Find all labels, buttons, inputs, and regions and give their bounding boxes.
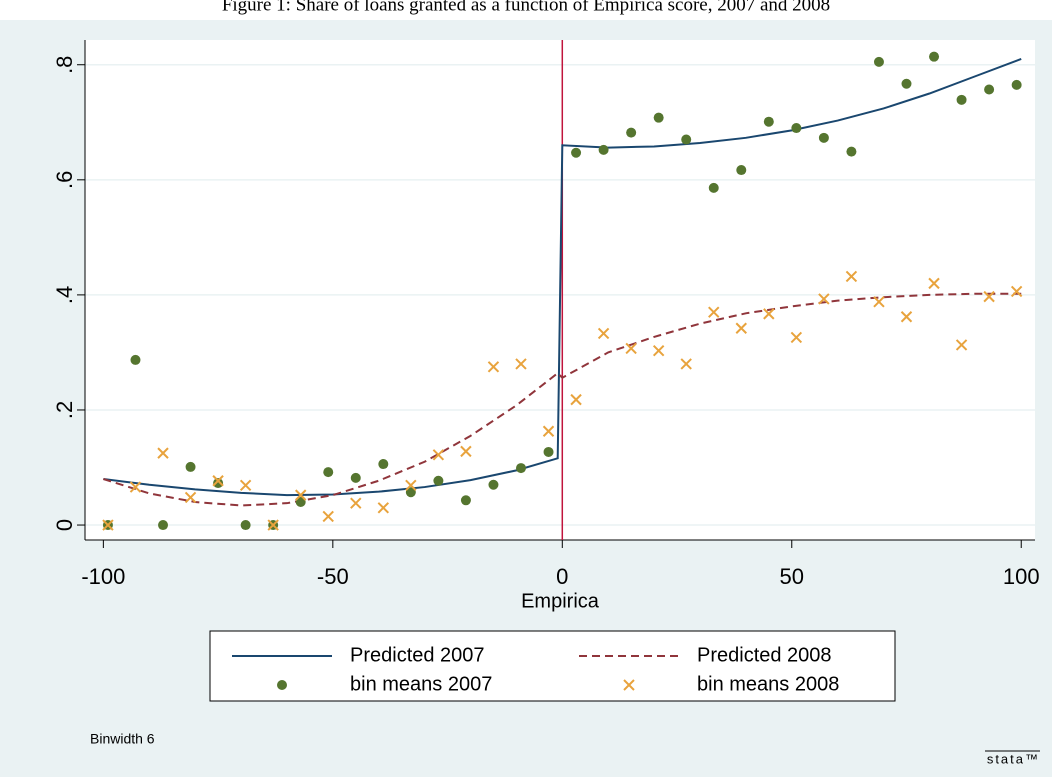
point <box>1010 285 1023 298</box>
point <box>791 123 802 134</box>
point <box>873 296 885 308</box>
legend-label: Predicted 2008 <box>697 644 832 666</box>
point <box>158 520 169 531</box>
point <box>846 146 857 157</box>
point <box>323 467 334 478</box>
point <box>901 78 912 89</box>
point <box>929 51 940 62</box>
legend-item: Predicted 2007 <box>232 644 485 666</box>
point <box>185 461 196 472</box>
point <box>983 290 995 303</box>
legend-label: bin means 2007 <box>350 673 492 695</box>
x-tick-label: 50 <box>780 564 804 589</box>
note: Binwidth 6 <box>90 731 155 747</box>
line <box>103 292 1022 507</box>
point <box>432 449 445 461</box>
point <box>350 472 361 483</box>
logo: stata™ <box>987 751 1040 766</box>
y-tick-label: 0 <box>52 519 77 531</box>
point <box>597 327 610 340</box>
point <box>542 425 555 437</box>
point <box>157 447 169 459</box>
y-tick-label: .8 <box>52 56 77 74</box>
point <box>956 94 967 105</box>
point <box>680 358 692 370</box>
point <box>763 308 775 320</box>
point <box>708 306 720 318</box>
point <box>736 165 747 176</box>
point <box>102 519 114 531</box>
point <box>515 463 526 474</box>
point <box>460 495 471 506</box>
line <box>103 58 1022 497</box>
legend-item: bin means 2008 <box>623 673 839 695</box>
point <box>129 481 142 493</box>
x-axis-label: Empirica <box>521 590 600 612</box>
legend-swatch <box>277 680 287 690</box>
point <box>294 489 307 501</box>
point <box>873 56 884 67</box>
point <box>570 393 582 406</box>
point <box>708 182 719 193</box>
point <box>405 479 417 492</box>
point <box>955 339 968 351</box>
point <box>652 344 665 357</box>
point <box>240 520 251 531</box>
point <box>460 445 472 458</box>
y-tick-label: .2 <box>52 401 77 419</box>
point <box>267 519 279 531</box>
point <box>626 127 637 138</box>
point <box>543 446 554 457</box>
point <box>763 116 774 127</box>
point <box>818 293 830 305</box>
point <box>735 322 747 334</box>
point <box>900 311 913 323</box>
point <box>653 112 664 123</box>
legend-label: Predicted 2007 <box>350 644 485 666</box>
point <box>625 342 637 355</box>
point <box>1011 79 1022 90</box>
legend-item: bin means 2007 <box>277 673 492 695</box>
point <box>928 277 940 290</box>
point <box>433 475 444 486</box>
x-tick-label: 0 <box>556 564 568 589</box>
point <box>515 358 527 370</box>
point <box>322 510 334 523</box>
point <box>184 491 197 504</box>
legend-swatch <box>623 679 635 691</box>
point <box>488 479 499 490</box>
point <box>213 478 224 489</box>
point <box>212 475 224 487</box>
point <box>984 84 995 95</box>
legend-label: bin means 2008 <box>697 673 839 695</box>
point <box>818 132 829 143</box>
point <box>130 354 141 365</box>
point <box>571 147 582 158</box>
point <box>405 487 416 498</box>
x-tick-label: -50 <box>317 564 349 589</box>
x-tick-label: 100 <box>1003 564 1040 589</box>
legend-box <box>209 630 896 702</box>
point <box>487 361 500 373</box>
chart-title: Figure 1: Share of loans granted as a fu… <box>222 0 830 15</box>
legend-item: Predicted 2008 <box>579 644 832 666</box>
y-tick-label: .4 <box>52 286 77 304</box>
point <box>350 497 362 509</box>
point <box>295 497 306 508</box>
point <box>598 144 609 155</box>
point <box>239 479 252 492</box>
y-tick-label: .6 <box>52 171 77 189</box>
point <box>845 270 858 283</box>
point <box>378 459 389 470</box>
point <box>681 134 692 145</box>
x-tick-label: -100 <box>81 564 125 589</box>
point <box>790 331 803 344</box>
point <box>377 502 390 514</box>
